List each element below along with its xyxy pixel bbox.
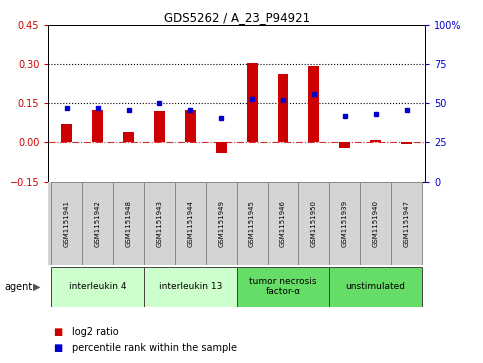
Bar (123, 132, 134, 142)
Text: percentile rank within the sample: percentile rank within the sample (72, 343, 238, 354)
Text: GSM1151940: GSM1151940 (372, 200, 379, 247)
Bar (391, 182, 422, 265)
Bar (237, 182, 268, 265)
Bar (278, 74, 288, 142)
Bar (92, 110, 103, 142)
Text: GSM1151947: GSM1151947 (403, 200, 410, 247)
Text: unstimulated: unstimulated (346, 282, 406, 291)
Text: GSM1151946: GSM1151946 (280, 200, 286, 247)
Bar (329, 182, 360, 265)
Text: ▶: ▶ (32, 282, 40, 292)
Bar (185, 110, 196, 142)
Bar (61, 124, 72, 142)
Text: GSM1151943: GSM1151943 (156, 200, 162, 247)
Bar (51, 182, 82, 265)
Text: interleukin 13: interleukin 13 (158, 282, 222, 291)
Bar (113, 182, 144, 265)
Text: GSM1151939: GSM1151939 (342, 200, 348, 247)
Bar (268, 182, 298, 265)
Bar (370, 140, 381, 142)
Bar (175, 182, 206, 265)
Bar (401, 142, 412, 144)
Bar (360, 182, 391, 265)
Bar (51, 267, 144, 307)
Bar (206, 182, 237, 265)
Bar (216, 142, 227, 153)
Bar (144, 267, 237, 307)
Text: tumor necrosis
factor-α: tumor necrosis factor-α (249, 277, 317, 297)
Title: GDS5262 / A_23_P94921: GDS5262 / A_23_P94921 (164, 11, 310, 24)
Text: GSM1151944: GSM1151944 (187, 200, 193, 247)
Text: GSM1151949: GSM1151949 (218, 200, 224, 247)
Bar (237, 267, 329, 307)
Text: GSM1151950: GSM1151950 (311, 200, 317, 247)
Text: GSM1151942: GSM1151942 (95, 200, 101, 247)
Text: GSM1151941: GSM1151941 (64, 200, 70, 247)
Text: GSM1151945: GSM1151945 (249, 200, 255, 247)
Bar (247, 63, 257, 142)
Text: ■: ■ (53, 327, 62, 337)
Bar (340, 142, 350, 148)
Text: ■: ■ (53, 343, 62, 354)
Bar (154, 111, 165, 142)
Text: GSM1151948: GSM1151948 (126, 200, 131, 247)
Bar (298, 182, 329, 265)
Text: log2 ratio: log2 ratio (72, 327, 119, 337)
Bar (82, 182, 113, 265)
Bar (144, 182, 175, 265)
Bar (329, 267, 422, 307)
Text: agent: agent (5, 282, 33, 292)
Text: interleukin 4: interleukin 4 (69, 282, 127, 291)
Bar (309, 66, 319, 142)
